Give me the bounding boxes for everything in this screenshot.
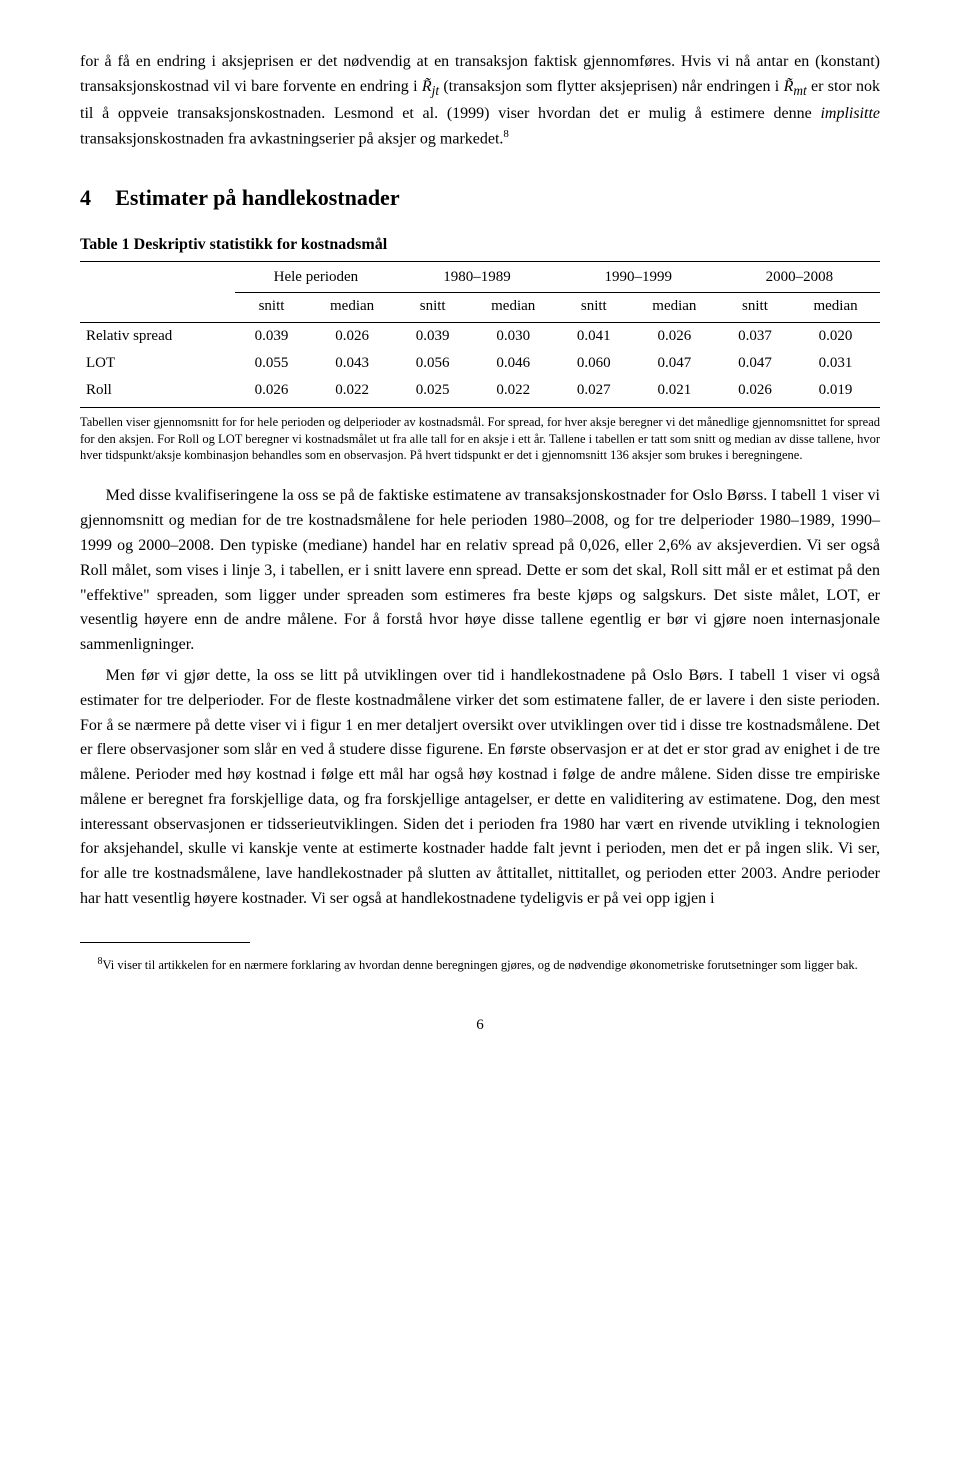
row-label-2: Roll: [80, 377, 235, 407]
para1-text-e: transaksjonskostnaden fra avkastningseri…: [80, 131, 503, 148]
cell: 0.021: [630, 377, 719, 407]
cell: 0.037: [719, 322, 791, 350]
subhead-4: snitt: [558, 292, 630, 322]
cell: 0.026: [235, 377, 307, 407]
footnote-8: 8Vi viser til artikkelen for en nærmere …: [80, 955, 880, 974]
cell: 0.026: [630, 322, 719, 350]
cell: 0.030: [469, 322, 558, 350]
table-row: Roll 0.026 0.022 0.025 0.022 0.027 0.021…: [80, 377, 880, 407]
cell: 0.056: [396, 350, 468, 377]
cell: 0.022: [469, 377, 558, 407]
subhead-6: snitt: [719, 292, 791, 322]
subhead-empty: [80, 292, 235, 322]
cell: 0.026: [308, 322, 397, 350]
row-label-1: LOT: [80, 350, 235, 377]
cell: 0.039: [235, 322, 307, 350]
table-1: Table 1 Deskriptiv statistikk for kostna…: [80, 233, 880, 465]
table-label: Table 1: [80, 236, 130, 253]
table-title-rest: Deskriptiv statistikk for kostnadsmål: [130, 236, 388, 253]
group-header-3: 2000–2008: [719, 262, 880, 292]
group-header-1: 1980–1989: [396, 262, 557, 292]
subhead-2: snitt: [396, 292, 468, 322]
cell: 0.031: [791, 350, 880, 377]
paragraph-1: for å få en endring i aksjeprisen er det…: [80, 50, 880, 153]
subhead-3: median: [469, 292, 558, 322]
paragraph-3: Men før vi gjør dette, la oss se litt på…: [80, 664, 880, 912]
section-heading: 4Estimater på handlekostnader: [80, 181, 880, 215]
cell: 0.025: [396, 377, 468, 407]
table-caption: Tabellen viser gjennomsnitt for for hele…: [80, 414, 880, 465]
group-header-2: 1990–1999: [558, 262, 719, 292]
math-Rjt: R̃jt: [422, 78, 439, 95]
cell: 0.026: [719, 377, 791, 407]
table-corner: [80, 262, 235, 292]
subhead-1: median: [308, 292, 397, 322]
cell: 0.020: [791, 322, 880, 350]
footnote-rule: [80, 942, 250, 943]
cell: 0.060: [558, 350, 630, 377]
cell: 0.041: [558, 322, 630, 350]
footnote-text: Vi viser til artikkelen for en nærmere f…: [103, 959, 858, 973]
para1-text-b: (transaksjon som flytter aksjeprisen) nå…: [439, 78, 784, 95]
cell: 0.043: [308, 350, 397, 377]
section-number: 4: [80, 181, 115, 215]
cell: 0.039: [396, 322, 468, 350]
group-header-0: Hele perioden: [235, 262, 396, 292]
cell: 0.027: [558, 377, 630, 407]
cell: 0.022: [308, 377, 397, 407]
math-Rmt: R̃mt: [784, 78, 807, 95]
footnote-marker-8: 8: [503, 128, 509, 140]
row-label-0: Relativ spread: [80, 322, 235, 350]
cell: 0.019: [791, 377, 880, 407]
cell: 0.047: [719, 350, 791, 377]
stats-table: Hele perioden 1980–1989 1990–1999 2000–2…: [80, 261, 880, 407]
paragraph-2: Med disse kvalifiseringene la oss se på …: [80, 484, 880, 658]
section-title: Estimater på handlekostnader: [115, 185, 399, 210]
page-number: 6: [80, 1014, 880, 1037]
subhead-0: snitt: [235, 292, 307, 322]
table-title: Table 1 Deskriptiv statistikk for kostna…: [80, 233, 880, 258]
cell: 0.047: [630, 350, 719, 377]
cell: 0.046: [469, 350, 558, 377]
para1-italic: implisitte: [820, 105, 880, 122]
subhead-7: median: [791, 292, 880, 322]
table-row: Relativ spread 0.039 0.026 0.039 0.030 0…: [80, 322, 880, 350]
subhead-5: median: [630, 292, 719, 322]
cell: 0.055: [235, 350, 307, 377]
table-row: LOT 0.055 0.043 0.056 0.046 0.060 0.047 …: [80, 350, 880, 377]
